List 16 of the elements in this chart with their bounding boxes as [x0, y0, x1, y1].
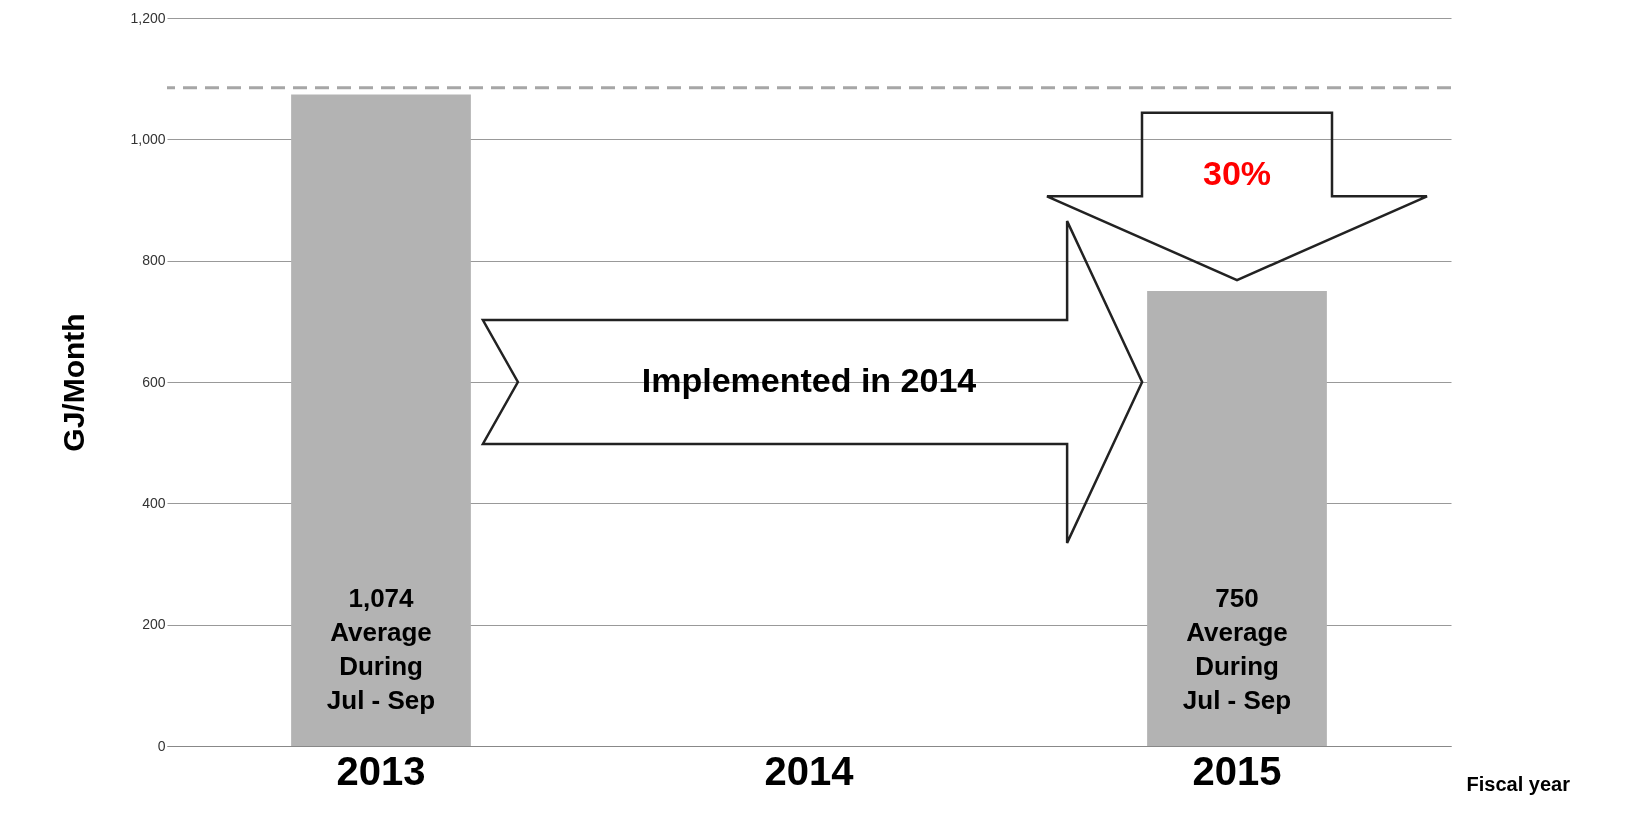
annotation: 30% [1202, 153, 1272, 192]
x-tick-label: 2013 [336, 748, 426, 793]
y-tick-label: 800 [142, 252, 166, 269]
y-axis-title: GJ/Month [57, 313, 91, 452]
data-label: 750 Average During Jul - Sep [1182, 583, 1292, 715]
x-tick-label: 2015 [1192, 748, 1282, 793]
y-tick-label: 200 [142, 616, 166, 633]
annotation: Implemented in 2014 [641, 361, 977, 399]
y-tick-label: 400 [142, 494, 166, 511]
data-label: 1,074 Average During Jul - Sep [326, 583, 436, 715]
x-axis-title: Fiscal year [1466, 772, 1571, 795]
y-tick-label: 0 [157, 737, 166, 754]
y-tick-label: 1,000 [130, 130, 166, 147]
y-tick-label: 1,200 [130, 9, 166, 26]
y-tick-label: 600 [142, 373, 166, 390]
x-tick-label: 2014 [764, 748, 855, 793]
